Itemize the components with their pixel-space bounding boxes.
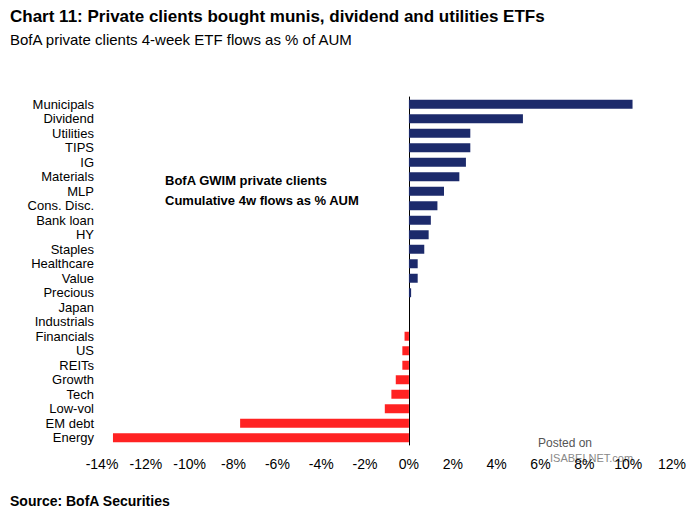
svg-text:HY: HY [76, 227, 94, 242]
svg-text:Healthcare: Healthcare [31, 256, 94, 271]
svg-text:-6%: -6% [265, 456, 290, 472]
svg-text:-14%: -14% [86, 456, 119, 472]
svg-text:US: US [76, 343, 94, 358]
svg-text:10%: 10% [614, 456, 642, 472]
svg-text:0%: 0% [399, 456, 419, 472]
svg-text:Cons. Disc.: Cons. Disc. [28, 198, 94, 213]
svg-text:Chart 11: Private clients boug: Chart 11: Private clients bought munis, … [10, 7, 545, 26]
svg-text:-4%: -4% [309, 456, 334, 472]
svg-text:Growth: Growth [52, 372, 94, 387]
svg-text:12%: 12% [658, 456, 686, 472]
svg-text:Precious: Precious [43, 285, 94, 300]
svg-text:-8%: -8% [221, 456, 246, 472]
svg-text:Municipals: Municipals [33, 97, 95, 112]
svg-text:MLP: MLP [67, 184, 94, 199]
svg-text:Cumulative 4w flows as % AUM: Cumulative 4w flows as % AUM [165, 193, 359, 208]
svg-text:Energy: Energy [53, 430, 95, 445]
svg-text:-2%: -2% [353, 456, 378, 472]
svg-text:4%: 4% [486, 456, 506, 472]
svg-text:6%: 6% [530, 456, 550, 472]
svg-text:Posted on: Posted on [538, 436, 592, 450]
svg-text:-10%: -10% [173, 456, 206, 472]
svg-text:IG: IG [80, 155, 94, 170]
svg-text:EM debt: EM debt [46, 416, 95, 431]
svg-text:Industrials: Industrials [35, 314, 95, 329]
svg-text:Value: Value [62, 271, 94, 286]
svg-text:Staples: Staples [51, 242, 95, 257]
svg-text:Bank loan: Bank loan [36, 213, 94, 228]
svg-text:Materials: Materials [41, 169, 94, 184]
svg-text:Tech: Tech [67, 387, 94, 402]
svg-text:BofA GWIM private clients: BofA GWIM private clients [165, 173, 327, 188]
svg-text:TIPS: TIPS [65, 140, 94, 155]
svg-text:-12%: -12% [130, 456, 163, 472]
svg-text:Dividend: Dividend [43, 111, 94, 126]
svg-text:8%: 8% [574, 456, 594, 472]
svg-text:Source: BofA Securities: Source: BofA Securities [10, 493, 170, 509]
svg-text:BofA private clients 4-week ET: BofA private clients 4-week ETF flows as… [10, 31, 352, 48]
svg-text:Utilities: Utilities [52, 126, 94, 141]
svg-text:2%: 2% [443, 456, 463, 472]
svg-text:Low-vol: Low-vol [49, 401, 94, 416]
svg-text:REITs: REITs [59, 358, 94, 373]
svg-text:Japan: Japan [59, 300, 94, 315]
svg-text:Financials: Financials [35, 329, 94, 344]
